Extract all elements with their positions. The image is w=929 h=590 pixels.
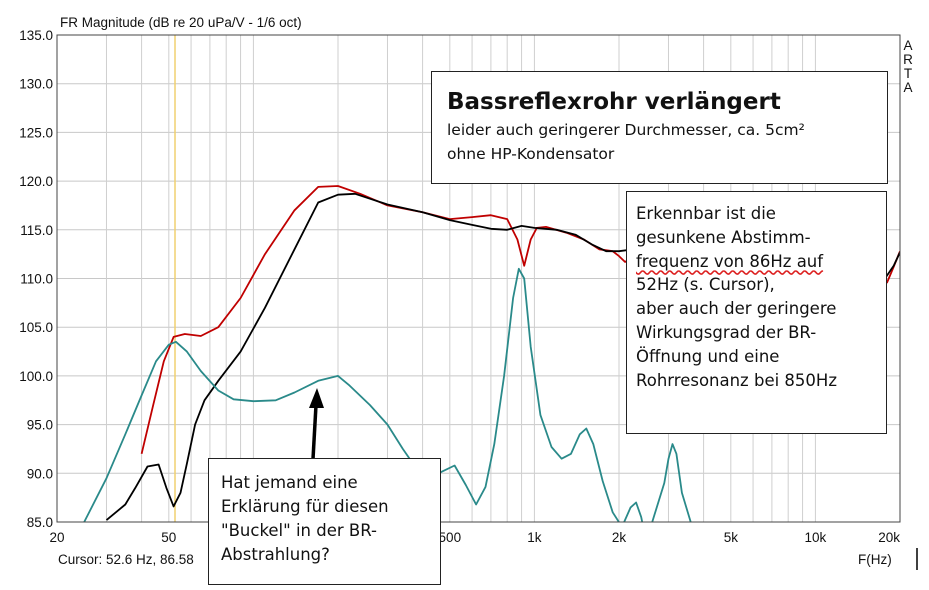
x-tick-label: 50: [161, 530, 176, 545]
annotation-line: Erkennbar ist die: [636, 204, 776, 223]
x-tick-label: 500: [439, 530, 462, 545]
annotation-line: aber auch der geringere: [636, 299, 837, 319]
x-tick-label: 1k: [527, 530, 542, 545]
y-axis-ticks: 85.0 90.0 95.0 100.0 105.0 110.0 115.0 120.0 125…: [19, 28, 53, 530]
y-tick-label: 110.0: [20, 272, 53, 287]
arrow-head: [309, 388, 324, 408]
annotation-heading: Bassreflexrohr verlängert: [447, 89, 781, 115]
y-tick-label: 85.0: [27, 515, 53, 530]
series-line-3: [83, 267, 692, 522]
watermark-letter: T: [904, 66, 912, 81]
watermark-letter: R: [903, 52, 913, 67]
y-tick-label: 120.0: [19, 174, 53, 189]
arrow-shaft: [311, 404, 318, 460]
x-tick-label: 20k: [878, 530, 900, 545]
watermark-letter: A: [903, 80, 912, 95]
annotation-line: "Buckel" in der BR-: [221, 521, 377, 540]
annotation-line: Wirkungsgrad der BR-: [636, 322, 817, 342]
x-axis-ticks: 20 50 500 1k 2k 5k 10k 20k: [49, 530, 900, 545]
x-axis-label: F(Hz): [858, 552, 892, 567]
annotation-line: gesunkene Abstimm-: [636, 227, 811, 247]
y-tick-label: 125.0: [19, 125, 53, 140]
y-tick-label: 115.0: [20, 223, 53, 238]
y-tick-label: 135.0: [19, 28, 53, 43]
annotation-line: Rohrresonanz bei 850Hz: [636, 370, 837, 390]
cursor-readout: Cursor: 52.6 Hz, 86.58: [58, 552, 194, 567]
x-tick-label: 20: [49, 530, 64, 545]
plot-frame: [56, 34, 901, 523]
chart-title: FR Magnitude (dB re 20 uPa/V - 1/6 oct): [60, 15, 302, 30]
y-tick-label: 130.0: [19, 77, 53, 92]
annotation-line: Hat jemand eine: [221, 473, 358, 492]
annotation-line: frequenz von 86Hz auf: [636, 251, 824, 271]
annotation-line: Öffnung und eine: [636, 346, 780, 366]
annotation-line: leider auch geringerer Durchmesser, ca. …: [447, 121, 805, 139]
annotation-line: 52Hz (s. Cursor),: [636, 275, 775, 295]
annotation-line: ohne HP-Kondensator: [447, 145, 615, 163]
title-annotation-box: Bassreflexrohr verlängert leider auch ge…: [431, 71, 888, 184]
annotation-arrow: [309, 388, 324, 460]
x-tick-label: 10k: [805, 530, 827, 545]
y-tick-label: 105.0: [19, 320, 53, 335]
y-tick-label: 100.0: [19, 369, 53, 384]
annotation-line: Abstrahlung?: [221, 545, 330, 564]
y-tick-label: 90.0: [27, 466, 53, 481]
x-tick-label: 2k: [612, 530, 627, 545]
x-tick-label: 5k: [724, 530, 739, 545]
annotation-line: Erklärung für diesen: [221, 497, 389, 516]
watermark-letter: A: [903, 38, 912, 53]
question-annotation-box: Hat jemand eine Erklärung für diesen "Bu…: [208, 458, 441, 585]
y-tick-label: 95.0: [27, 418, 53, 433]
explanation-annotation-box: Erkennbar ist die gesunkene Abstimm- fre…: [626, 191, 887, 434]
